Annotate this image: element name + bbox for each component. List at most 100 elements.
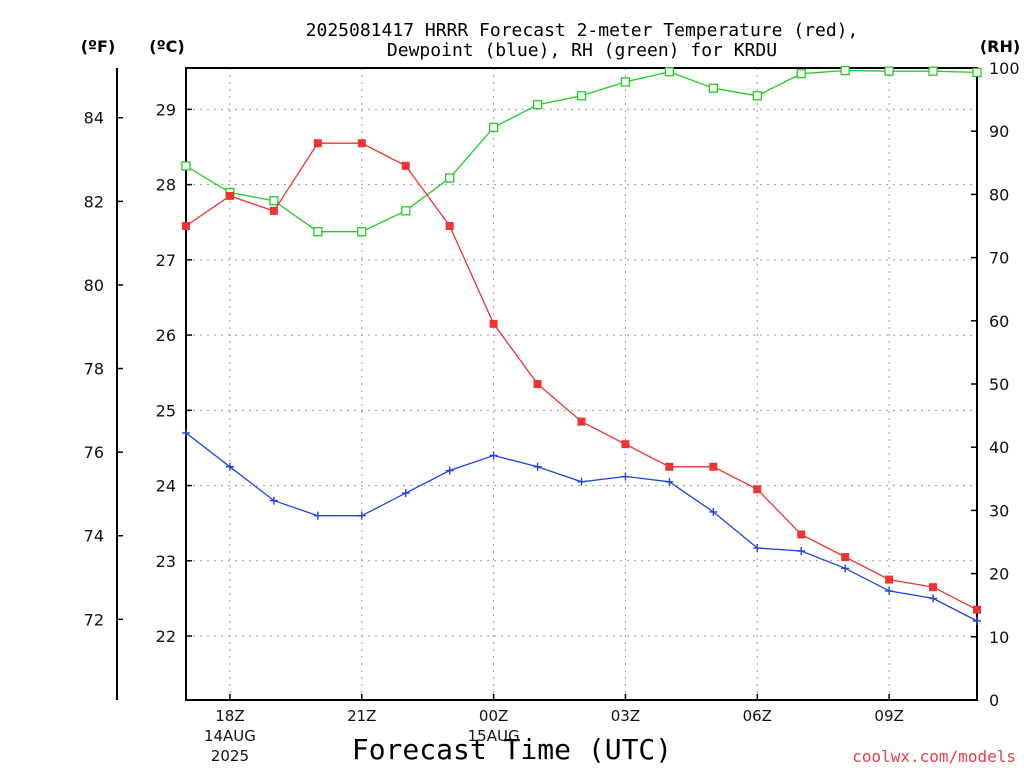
dewpoint-point (621, 472, 630, 481)
celsius-unit-label: (ºC) (149, 37, 184, 56)
temperature-point (929, 583, 938, 592)
dewpoint-point (709, 507, 718, 516)
rh-tick-label: 0 (989, 691, 999, 710)
rh-point (313, 227, 323, 237)
fahrenheit-tick-label: 80 (84, 276, 104, 295)
dewpoint-point (182, 428, 190, 437)
temperature-point (577, 417, 586, 426)
dewpoint-point (313, 511, 322, 520)
celsius-tick-label: 29 (156, 100, 176, 119)
celsius-tick-label: 24 (156, 477, 176, 496)
celsius-tick-label: 23 (156, 552, 176, 571)
rh-tick-label: 10 (989, 628, 1009, 647)
temperature-point (269, 206, 278, 215)
temperature-point (489, 319, 498, 328)
rh-point (840, 65, 850, 76)
rh-point (796, 69, 806, 79)
temperature-point (841, 553, 850, 562)
dewpoint-point (269, 496, 278, 505)
dewpoint-point (445, 466, 454, 475)
rh-tick-label: 100 (989, 59, 1020, 78)
rh-point (972, 67, 982, 78)
dewpoint-point (357, 511, 366, 520)
fahrenheit-tick-label: 78 (84, 360, 104, 379)
dewpoint-line (185, 432, 978, 622)
dewpoint-point (577, 477, 586, 486)
chart-title-line-1: 2025081417 HRRR Forecast 2-meter Tempera… (306, 20, 859, 41)
dewpoint-point (401, 489, 410, 498)
fahrenheit-tick-label: 76 (84, 443, 104, 462)
fahrenheit-tick-label: 82 (84, 192, 104, 211)
x-tick-year-label: 2025 (211, 747, 249, 765)
rh-tick-label: 60 (989, 312, 1009, 331)
rh-point (357, 227, 367, 237)
rh-tick-label: 40 (989, 438, 1009, 457)
temperature-point (797, 530, 806, 539)
source-credit: coolwx.com/models (852, 747, 1016, 766)
rh-tick-label: 20 (989, 565, 1009, 584)
rh-point (445, 173, 455, 183)
rh-point (532, 100, 543, 110)
dewpoint-point (973, 617, 981, 625)
dewpoint-point (929, 594, 938, 603)
x-tick-label: 06Z (743, 707, 772, 725)
temperature-point (533, 380, 542, 388)
temperature-point (357, 139, 366, 148)
rh-point (488, 122, 499, 133)
temperature-point (445, 222, 454, 230)
dewpoint-point (841, 564, 850, 573)
dewpoint-point (753, 544, 762, 553)
temperature-point (182, 222, 190, 230)
fahrenheit-tick-label: 74 (84, 527, 104, 546)
temperature-point (885, 575, 894, 584)
celsius-tick-label: 27 (156, 251, 176, 270)
dewpoint-point (797, 547, 806, 556)
celsius-tick-label: 22 (156, 627, 176, 646)
rh-point (620, 77, 631, 87)
dewpoint-point (225, 462, 234, 471)
rh-point (269, 196, 279, 206)
temperature-point (665, 462, 674, 471)
rh-tick-label: 90 (989, 122, 1009, 141)
temperature-point (753, 485, 762, 494)
rh-point (181, 161, 191, 171)
x-tick-label: 09Z (874, 707, 903, 725)
rh-point (928, 66, 938, 76)
rh-point (401, 206, 411, 216)
rh-point (708, 83, 718, 93)
rh-tick-label: 30 (989, 501, 1009, 520)
rh-point (576, 91, 587, 101)
temperature-point (313, 139, 322, 148)
fahrenheit-tick-label: 84 (84, 109, 104, 128)
temperature-point (709, 462, 718, 471)
axes: 72 74 76 78 80 82 84 22 23 24 25 26 27 28 29 0 10 20 30 40 5… (84, 59, 1020, 765)
dewpoint-point (533, 462, 542, 471)
x-tick-label: 21Z (347, 707, 376, 725)
dewpoint-point (885, 586, 894, 595)
fahrenheit-tick-label: 72 (84, 610, 104, 629)
temperature-line (185, 142, 978, 611)
chart-title-line-2: Dewpoint (blue), RH (green) for KRDU (387, 40, 777, 61)
temperature-point (973, 605, 981, 614)
rh-unit-label: (RH) (980, 37, 1020, 56)
rh-point (752, 91, 762, 101)
celsius-tick-label: 26 (156, 326, 176, 345)
dewpoint-point (665, 477, 674, 486)
dewpoint-point (489, 451, 498, 460)
data-series (181, 65, 982, 625)
temperature-point (621, 440, 630, 449)
x-tick-label: 18Z (215, 707, 244, 725)
temperature-point (401, 161, 410, 170)
x-tick-label: 03Z (611, 707, 640, 725)
rh-tick-label: 50 (989, 375, 1009, 394)
x-tick-label: 00Z (479, 707, 508, 725)
x-axis-label: Forecast Time (UTC) (352, 733, 672, 766)
x-tick-date-label: 14AUG (204, 727, 256, 745)
x-tick-date-label: 15AUG (468, 727, 520, 745)
celsius-tick-label: 25 (156, 401, 176, 420)
temperature-point (225, 191, 234, 200)
rh-tick-label: 80 (989, 185, 1009, 204)
rh-tick-label: 70 (989, 249, 1009, 268)
rh-point (664, 67, 675, 77)
